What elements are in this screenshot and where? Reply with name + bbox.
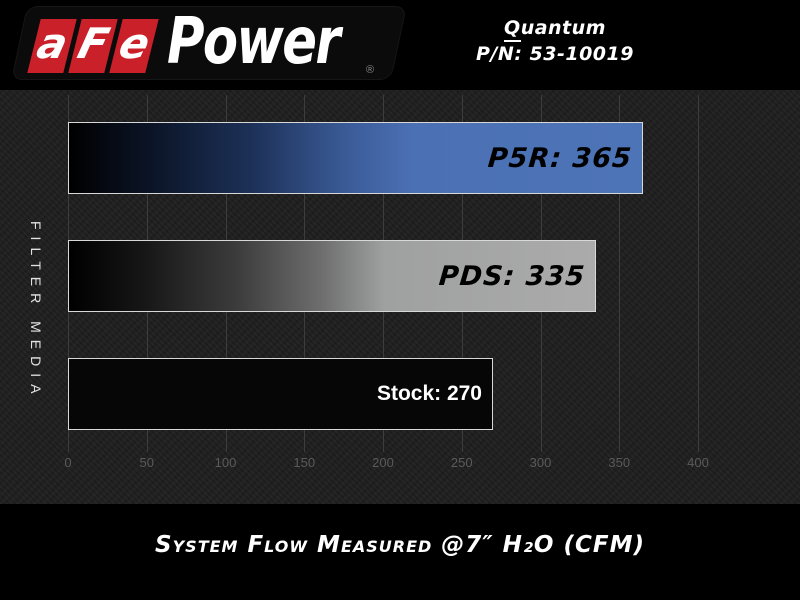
- x-tick-label: 250: [450, 455, 473, 470]
- registered-trademark-icon: ®: [366, 64, 375, 76]
- product-name: Quantum: [430, 16, 680, 42]
- bar-stock: Stock: 270: [68, 358, 493, 430]
- x-tick-label: 300: [529, 455, 552, 470]
- grid-line: [698, 95, 699, 452]
- y-axis-label: FILTER MEDIA: [28, 221, 44, 401]
- logo-letter: e: [114, 19, 155, 68]
- x-tick-label: 0: [64, 455, 72, 470]
- logo-letter-segment: e: [109, 19, 159, 73]
- x-tick-label: 400: [687, 455, 709, 470]
- product-name-rest: uantum: [520, 17, 606, 39]
- product-name-first-letter: Q: [504, 17, 521, 42]
- footer: System Flow Measured @7″ H₂O (CFM): [0, 504, 800, 600]
- logo-letter: F: [73, 19, 115, 68]
- logo-brand-text: Power: [167, 5, 341, 79]
- bar-value-label: Stock: 270: [376, 382, 482, 405]
- bar-value-label: PDS: 335: [437, 260, 587, 292]
- x-tick-label: 350: [608, 455, 631, 470]
- bar-value-label: P5R: 365: [486, 142, 634, 174]
- chart-title: System Flow Measured @7″ H₂O (CFM): [155, 532, 645, 558]
- x-tick-label: 150: [293, 455, 316, 470]
- bar-p5r: P5R: 365: [68, 122, 643, 194]
- grid-line: [619, 95, 621, 452]
- x-tick-label: 50: [139, 455, 154, 470]
- logo-letter: a: [32, 19, 73, 68]
- x-tick-label: 100: [214, 455, 237, 470]
- bar-pds: PDS: 335: [68, 240, 596, 312]
- x-tick-label: 200: [372, 455, 394, 470]
- part-number: P/N: 53-10019: [476, 42, 634, 65]
- product-info: Quantum P/N: 53-10019: [430, 16, 680, 67]
